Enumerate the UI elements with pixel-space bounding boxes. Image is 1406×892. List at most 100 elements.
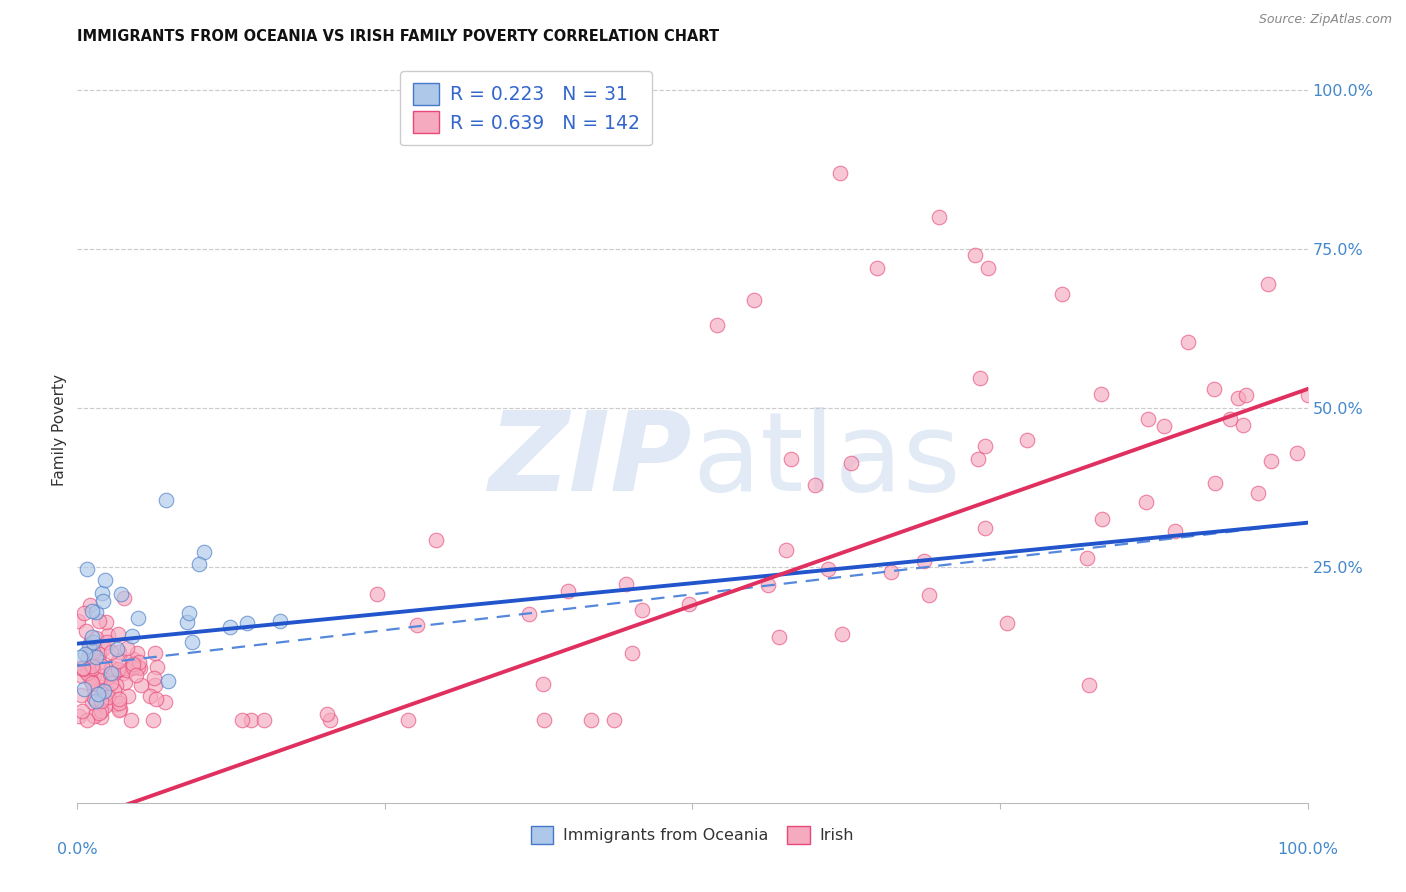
Point [1260, 454, 1282, 468]
Point [253, 713, 276, 727]
Point [93, 698, 115, 713]
Point [121, 629, 143, 643]
Point [76, 713, 98, 727]
Point [974, 521, 997, 535]
Point [103, 697, 125, 711]
Point [90, 586, 112, 600]
Point [83, 690, 105, 705]
Point [125, 646, 148, 660]
Point [917, 588, 939, 602]
Point [831, 627, 853, 641]
Point [90, 704, 112, 718]
Point [780, 452, 803, 467]
Point [107, 645, 129, 659]
Point [603, 713, 626, 727]
Point [531, 677, 554, 691]
Point [86, 687, 108, 701]
Point [614, 576, 637, 591]
Point [193, 545, 215, 559]
Point [97, 690, 120, 704]
Point [231, 713, 253, 727]
Point [188, 557, 211, 571]
Point [240, 713, 263, 727]
Point [94, 691, 117, 706]
Legend: Immigrants from Oceania, Irish: Immigrants from Oceania, Irish [524, 820, 860, 851]
Point [110, 587, 132, 601]
Point [72, 704, 94, 718]
Point [1202, 382, 1225, 396]
Point [1257, 277, 1279, 292]
Point [108, 702, 131, 716]
Point [117, 689, 139, 703]
Point [72, 662, 94, 676]
Point [115, 640, 138, 655]
Point [128, 661, 150, 675]
Point [120, 713, 142, 727]
Point [405, 617, 427, 632]
Point [73, 681, 96, 696]
Point [315, 707, 337, 722]
Point [108, 691, 131, 706]
Point [768, 630, 790, 644]
Point [1076, 551, 1098, 566]
Point [107, 664, 129, 678]
Point [73, 606, 96, 620]
Point [557, 584, 579, 599]
Point [82, 658, 104, 673]
Point [1135, 495, 1157, 509]
Point [235, 615, 257, 630]
Point [139, 689, 162, 703]
Point [104, 678, 127, 692]
Point [179, 607, 201, 621]
Point [153, 694, 176, 708]
Point [319, 713, 342, 727]
Point [366, 587, 388, 601]
Point [82, 604, 104, 618]
Point [1204, 476, 1226, 491]
Point [90, 710, 112, 724]
Point [995, 616, 1018, 631]
Point [176, 615, 198, 629]
Point [76, 562, 98, 576]
Point [107, 627, 129, 641]
Point [91, 658, 114, 673]
Point [82, 645, 104, 659]
Point [69, 661, 91, 675]
Point [79, 636, 101, 650]
Point [94, 615, 117, 629]
Point [103, 682, 125, 697]
Point [83, 709, 105, 723]
Point [1050, 286, 1073, 301]
Point [90, 669, 112, 683]
Point [830, 165, 852, 179]
Point [1177, 335, 1199, 350]
Point [967, 451, 990, 466]
Point [1285, 446, 1308, 460]
Point [75, 624, 97, 638]
Point [128, 655, 150, 669]
Point [1091, 512, 1114, 526]
Point [112, 591, 135, 605]
Point [100, 666, 122, 681]
Point [103, 666, 125, 681]
Point [87, 614, 110, 628]
Point [1078, 677, 1101, 691]
Point [1232, 417, 1254, 432]
Text: Source: ZipAtlas.com: Source: ZipAtlas.com [1258, 13, 1392, 27]
Y-axis label: Family Poverty: Family Poverty [52, 375, 67, 486]
Point [122, 657, 145, 671]
Point [839, 456, 862, 470]
Point [90, 694, 112, 708]
Point [115, 663, 138, 677]
Point [121, 661, 143, 675]
Point [73, 647, 96, 661]
Text: atlas: atlas [693, 407, 960, 514]
Text: IMMIGRANTS FROM OCEANIA VS IRISH FAMILY POVERTY CORRELATION CHART: IMMIGRANTS FROM OCEANIA VS IRISH FAMILY … [77, 29, 720, 45]
Point [866, 261, 889, 276]
Point [142, 671, 165, 685]
Point [96, 684, 118, 698]
Text: ZIP: ZIP [489, 407, 693, 514]
Point [1137, 412, 1160, 426]
Point [82, 635, 104, 649]
Point [928, 210, 950, 224]
